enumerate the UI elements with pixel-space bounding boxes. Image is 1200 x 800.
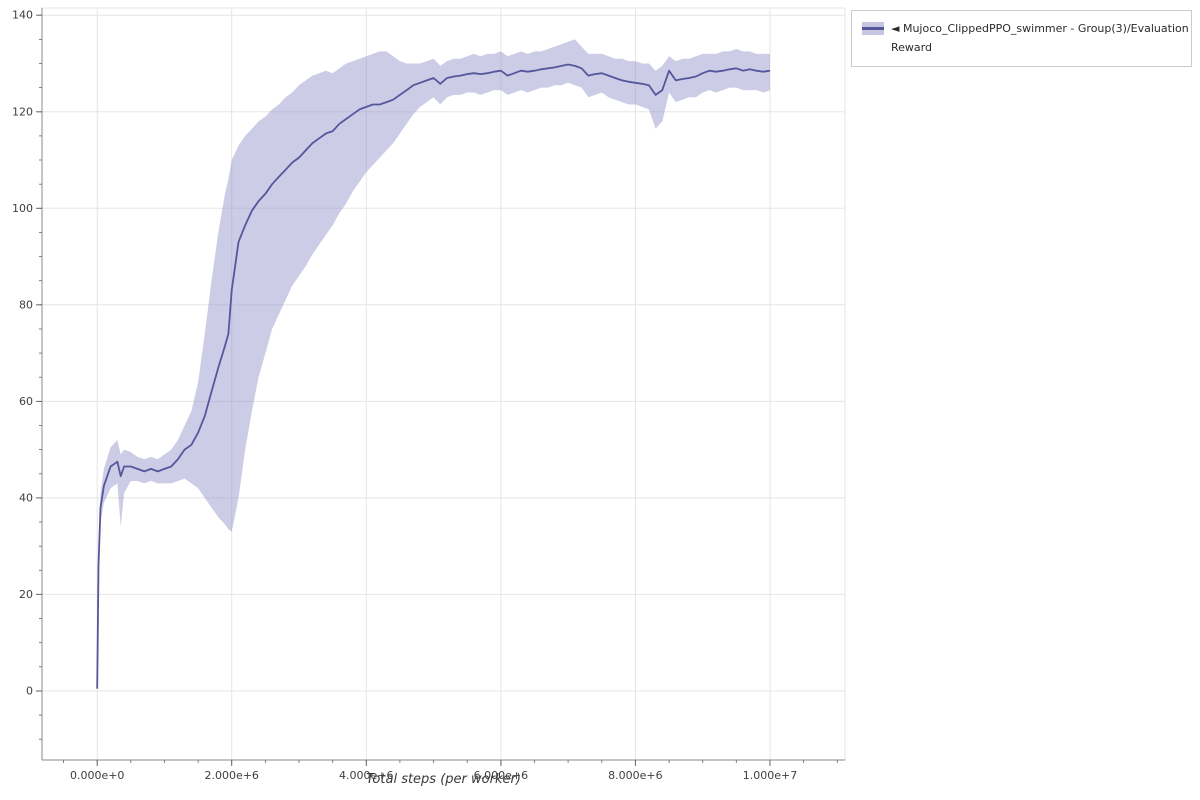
y-tick-label: 140: [12, 9, 33, 22]
x-tick-label: 8.000e+6: [608, 769, 662, 782]
y-tick-label: 0: [26, 685, 33, 698]
legend: ◄ Mujoco_ClippedPPO_swimmer - Group(3)/E…: [851, 10, 1192, 67]
mean-line: [96, 63, 771, 689]
confidence-band: [97, 39, 770, 690]
x-tick-label: 1.000e+7: [743, 769, 797, 782]
legend-label-line1: ◄ Mujoco_ClippedPPO_swimmer - Group(3)/E…: [891, 22, 1189, 35]
y-tick-label: 120: [12, 105, 33, 118]
legend-item[interactable]: ◄ Mujoco_ClippedPPO_swimmer - Group(3)/E…: [862, 19, 1189, 58]
x-tick-label: 6.000e+6: [474, 769, 528, 782]
legend-series-name: Mujoco_ClippedPPO_swimmer - Group(3)/Eva…: [902, 22, 1189, 35]
x-axis-label: Total steps (per worker): [366, 772, 521, 787]
legend-mute-marker-icon: ◄: [891, 22, 900, 35]
x-tick-label: 2.000e+6: [204, 769, 258, 782]
y-tick-label: 60: [19, 395, 33, 408]
y-tick-label: 20: [19, 588, 33, 601]
y-tick-label: 100: [12, 202, 33, 215]
legend-label: ◄ Mujoco_ClippedPPO_swimmer - Group(3)/E…: [891, 19, 1189, 58]
plot-frame: [41, 7, 846, 761]
x-tick-label: 4.000e+6: [339, 769, 393, 782]
legend-label-line2: Reward: [891, 41, 932, 55]
y-tick-label: 40: [19, 491, 33, 504]
legend-swatch: [862, 22, 884, 35]
legend-swatch-line: [862, 27, 884, 30]
y-tick-label: 80: [19, 298, 33, 311]
x-tick-label: 0.000e+0: [70, 769, 124, 782]
